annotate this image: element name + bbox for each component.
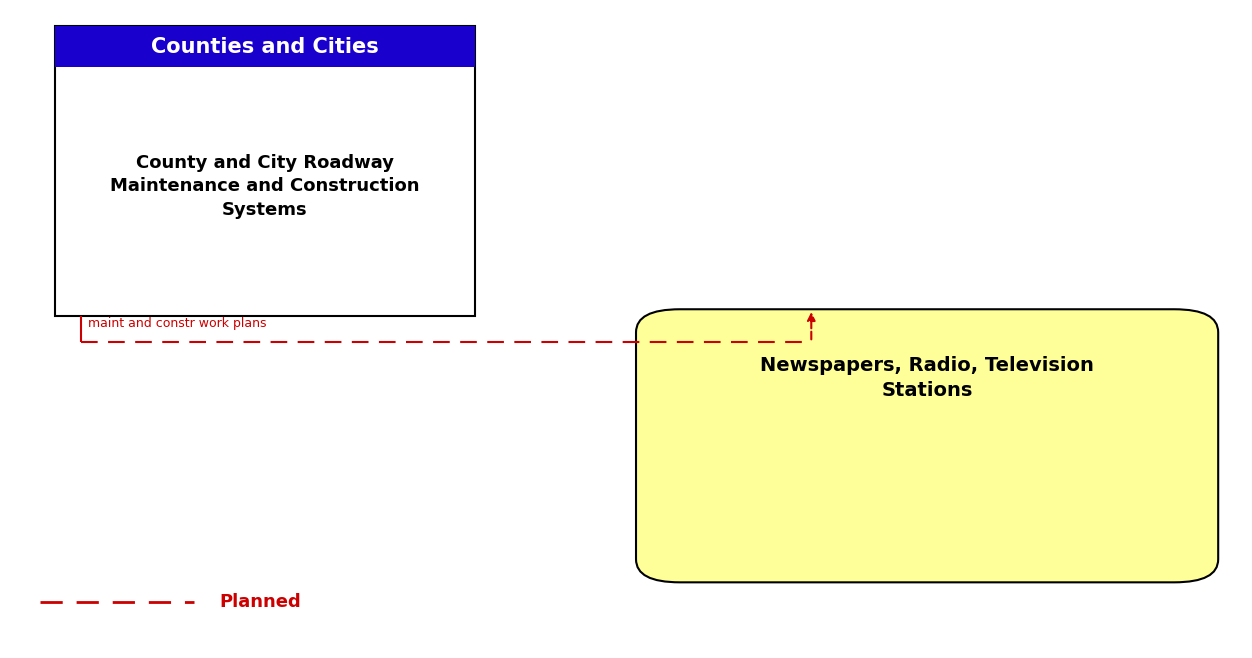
FancyBboxPatch shape [55, 26, 475, 67]
Text: Planned: Planned [219, 593, 300, 611]
FancyBboxPatch shape [636, 309, 1218, 582]
Text: Counties and Cities: Counties and Cities [151, 37, 378, 57]
Text: County and City Roadway
Maintenance and Construction
Systems: County and City Roadway Maintenance and … [110, 154, 419, 219]
FancyBboxPatch shape [55, 26, 475, 316]
Text: maint and constr work plans: maint and constr work plans [88, 317, 267, 330]
Text: Newspapers, Radio, Television
Stations: Newspapers, Radio, Television Stations [760, 355, 1094, 399]
